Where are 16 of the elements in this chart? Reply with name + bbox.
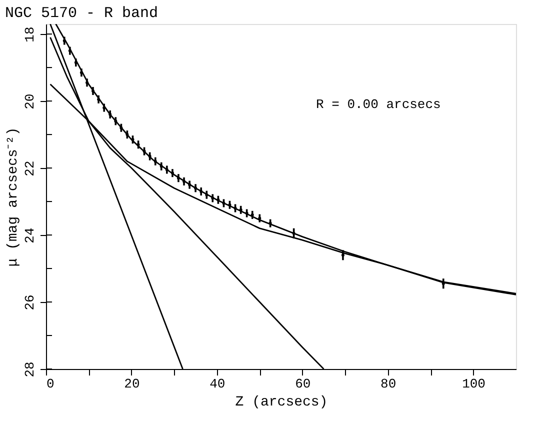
x-tick-label: 40	[210, 376, 226, 392]
y-tick-label: 22	[22, 160, 38, 176]
x-tick-label: 80	[380, 376, 396, 392]
y-tick-label: 20	[22, 94, 38, 110]
x-axis-title: Z (arcsecs)	[235, 394, 328, 410]
annotation: R = 0.00 arcsecs	[316, 97, 441, 112]
x-tick-label: 100	[462, 376, 486, 392]
x-tick-label: 20	[124, 376, 140, 392]
x-tick-label: 60	[295, 376, 311, 392]
chart-title: NGC 5170 - R band	[5, 5, 158, 22]
x-tick-label: 0	[46, 376, 54, 392]
y-tick-label: 18	[22, 26, 38, 42]
y-tick-label: 28	[22, 362, 38, 378]
y-tick-label: 24	[22, 228, 38, 244]
y-axis-title: μ (mag arcsecs⁻²)	[6, 127, 22, 267]
y-tick-label: 26	[22, 294, 38, 310]
